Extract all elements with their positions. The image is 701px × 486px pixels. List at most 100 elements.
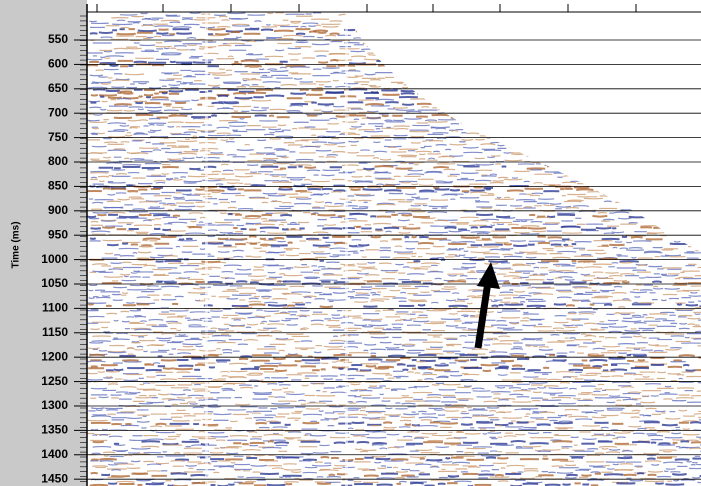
seismic-trace [128, 322, 700, 327]
seismic-trace [107, 347, 680, 353]
seismic-trace [88, 408, 676, 413]
seismic-trace [108, 463, 701, 468]
seismic-trace [157, 363, 690, 369]
seismic-trace [113, 318, 701, 324]
seismic-trace [138, 245, 701, 250]
seismic-trace [87, 300, 701, 305]
seismic-trace [90, 386, 577, 391]
seismic-trace [133, 313, 701, 317]
top-ticks [96, 4, 637, 12]
seismic-trace [101, 472, 701, 478]
seismic-trace [90, 219, 611, 224]
seismic-trace [107, 383, 605, 388]
seismic-trace [162, 203, 701, 208]
seismic-trace [153, 328, 674, 334]
seismic-trace [91, 392, 678, 398]
seismic-trace [150, 424, 655, 429]
trace-gap [345, 12, 348, 486]
seismic-trace [122, 264, 696, 269]
seismic-trace [176, 356, 626, 362]
y-tick-label: 750 [48, 130, 68, 144]
seismic-trace [103, 328, 701, 333]
seismic-trace [138, 393, 701, 397]
seismic-trace [102, 225, 666, 231]
seismic-trace [114, 251, 701, 257]
seismic-trace [107, 411, 701, 417]
seismic-trace [136, 344, 682, 349]
seismic-trace [137, 249, 701, 254]
axis-panel [0, 0, 87, 486]
seismic-trace [102, 389, 693, 394]
y-tick-label: 1450 [41, 471, 68, 485]
seismic-trace [91, 229, 701, 234]
seismic-trace [104, 252, 607, 257]
grid [87, 39, 701, 480]
y-tick-label: 1200 [41, 349, 68, 363]
seismic-trace [90, 421, 690, 427]
arrow [474, 262, 500, 349]
seismic-trace [120, 386, 695, 391]
seismic-trace [111, 469, 681, 474]
seismic-trace [92, 434, 701, 439]
y-tick-label: 900 [48, 203, 68, 217]
seismic-trace [91, 450, 701, 455]
seismic-trace [120, 424, 681, 429]
seismic-trace [122, 370, 636, 375]
seismic-trace [143, 460, 662, 465]
seismic-trace [90, 456, 673, 462]
seismic-trace [132, 399, 656, 404]
y-tick-label: 650 [48, 81, 68, 95]
seismic-trace [192, 287, 701, 292]
seismic-trace [89, 239, 681, 244]
seismic-trace [194, 383, 672, 388]
y-tick-label: 1250 [41, 374, 68, 388]
seismic-trace [139, 338, 691, 343]
y-tick-label: 1300 [41, 398, 68, 412]
seismic-trace [90, 325, 701, 330]
seismic-trace [155, 431, 681, 436]
seismic-trace [89, 482, 599, 486]
seismic-trace [156, 373, 549, 378]
y-tick-label: 800 [48, 154, 68, 168]
no-data-region [345, 12, 701, 252]
seismic-trace [89, 235, 628, 241]
seismic-trace [87, 302, 595, 309]
y-tick-label: 700 [48, 105, 68, 119]
y-tick-label: 950 [48, 227, 68, 241]
seismic-trace [92, 293, 701, 298]
y-tick-label: 600 [48, 57, 68, 71]
seismic-trace [87, 370, 694, 375]
seismic-trace [143, 433, 606, 439]
seismic-trace [130, 241, 696, 247]
seismic-trace [142, 389, 701, 394]
seismic-trace [98, 270, 667, 276]
seismic-trace [106, 200, 632, 205]
seismic-trace [88, 366, 701, 373]
seismic-trace [88, 287, 680, 292]
y-tick-label: 850 [48, 179, 68, 193]
seismic-trace [124, 325, 690, 330]
seismic-trace [105, 366, 696, 372]
seismic-trace [120, 408, 701, 413]
seismic-trace [136, 255, 686, 259]
seismic-trace [87, 430, 700, 436]
seismic-trace [87, 376, 683, 382]
seismic-trace [92, 347, 664, 353]
seismic-trace [118, 245, 663, 250]
seismic-trace [92, 268, 682, 273]
seismic-trace [116, 479, 673, 484]
seismic-trace [87, 309, 693, 314]
seismic-trace [114, 376, 666, 382]
seismic-trace [98, 165, 597, 171]
seismic-trace [90, 225, 617, 232]
seismic-trace [121, 290, 690, 295]
seismic-trace [146, 398, 701, 404]
seismic-trace [170, 415, 701, 420]
y-tick-label: 550 [48, 32, 68, 46]
seismic-trace [197, 299, 686, 305]
seismic-trace [86, 212, 648, 219]
y-tick-label: 1150 [42, 325, 68, 339]
y-tick-label: 1000 [41, 252, 68, 266]
